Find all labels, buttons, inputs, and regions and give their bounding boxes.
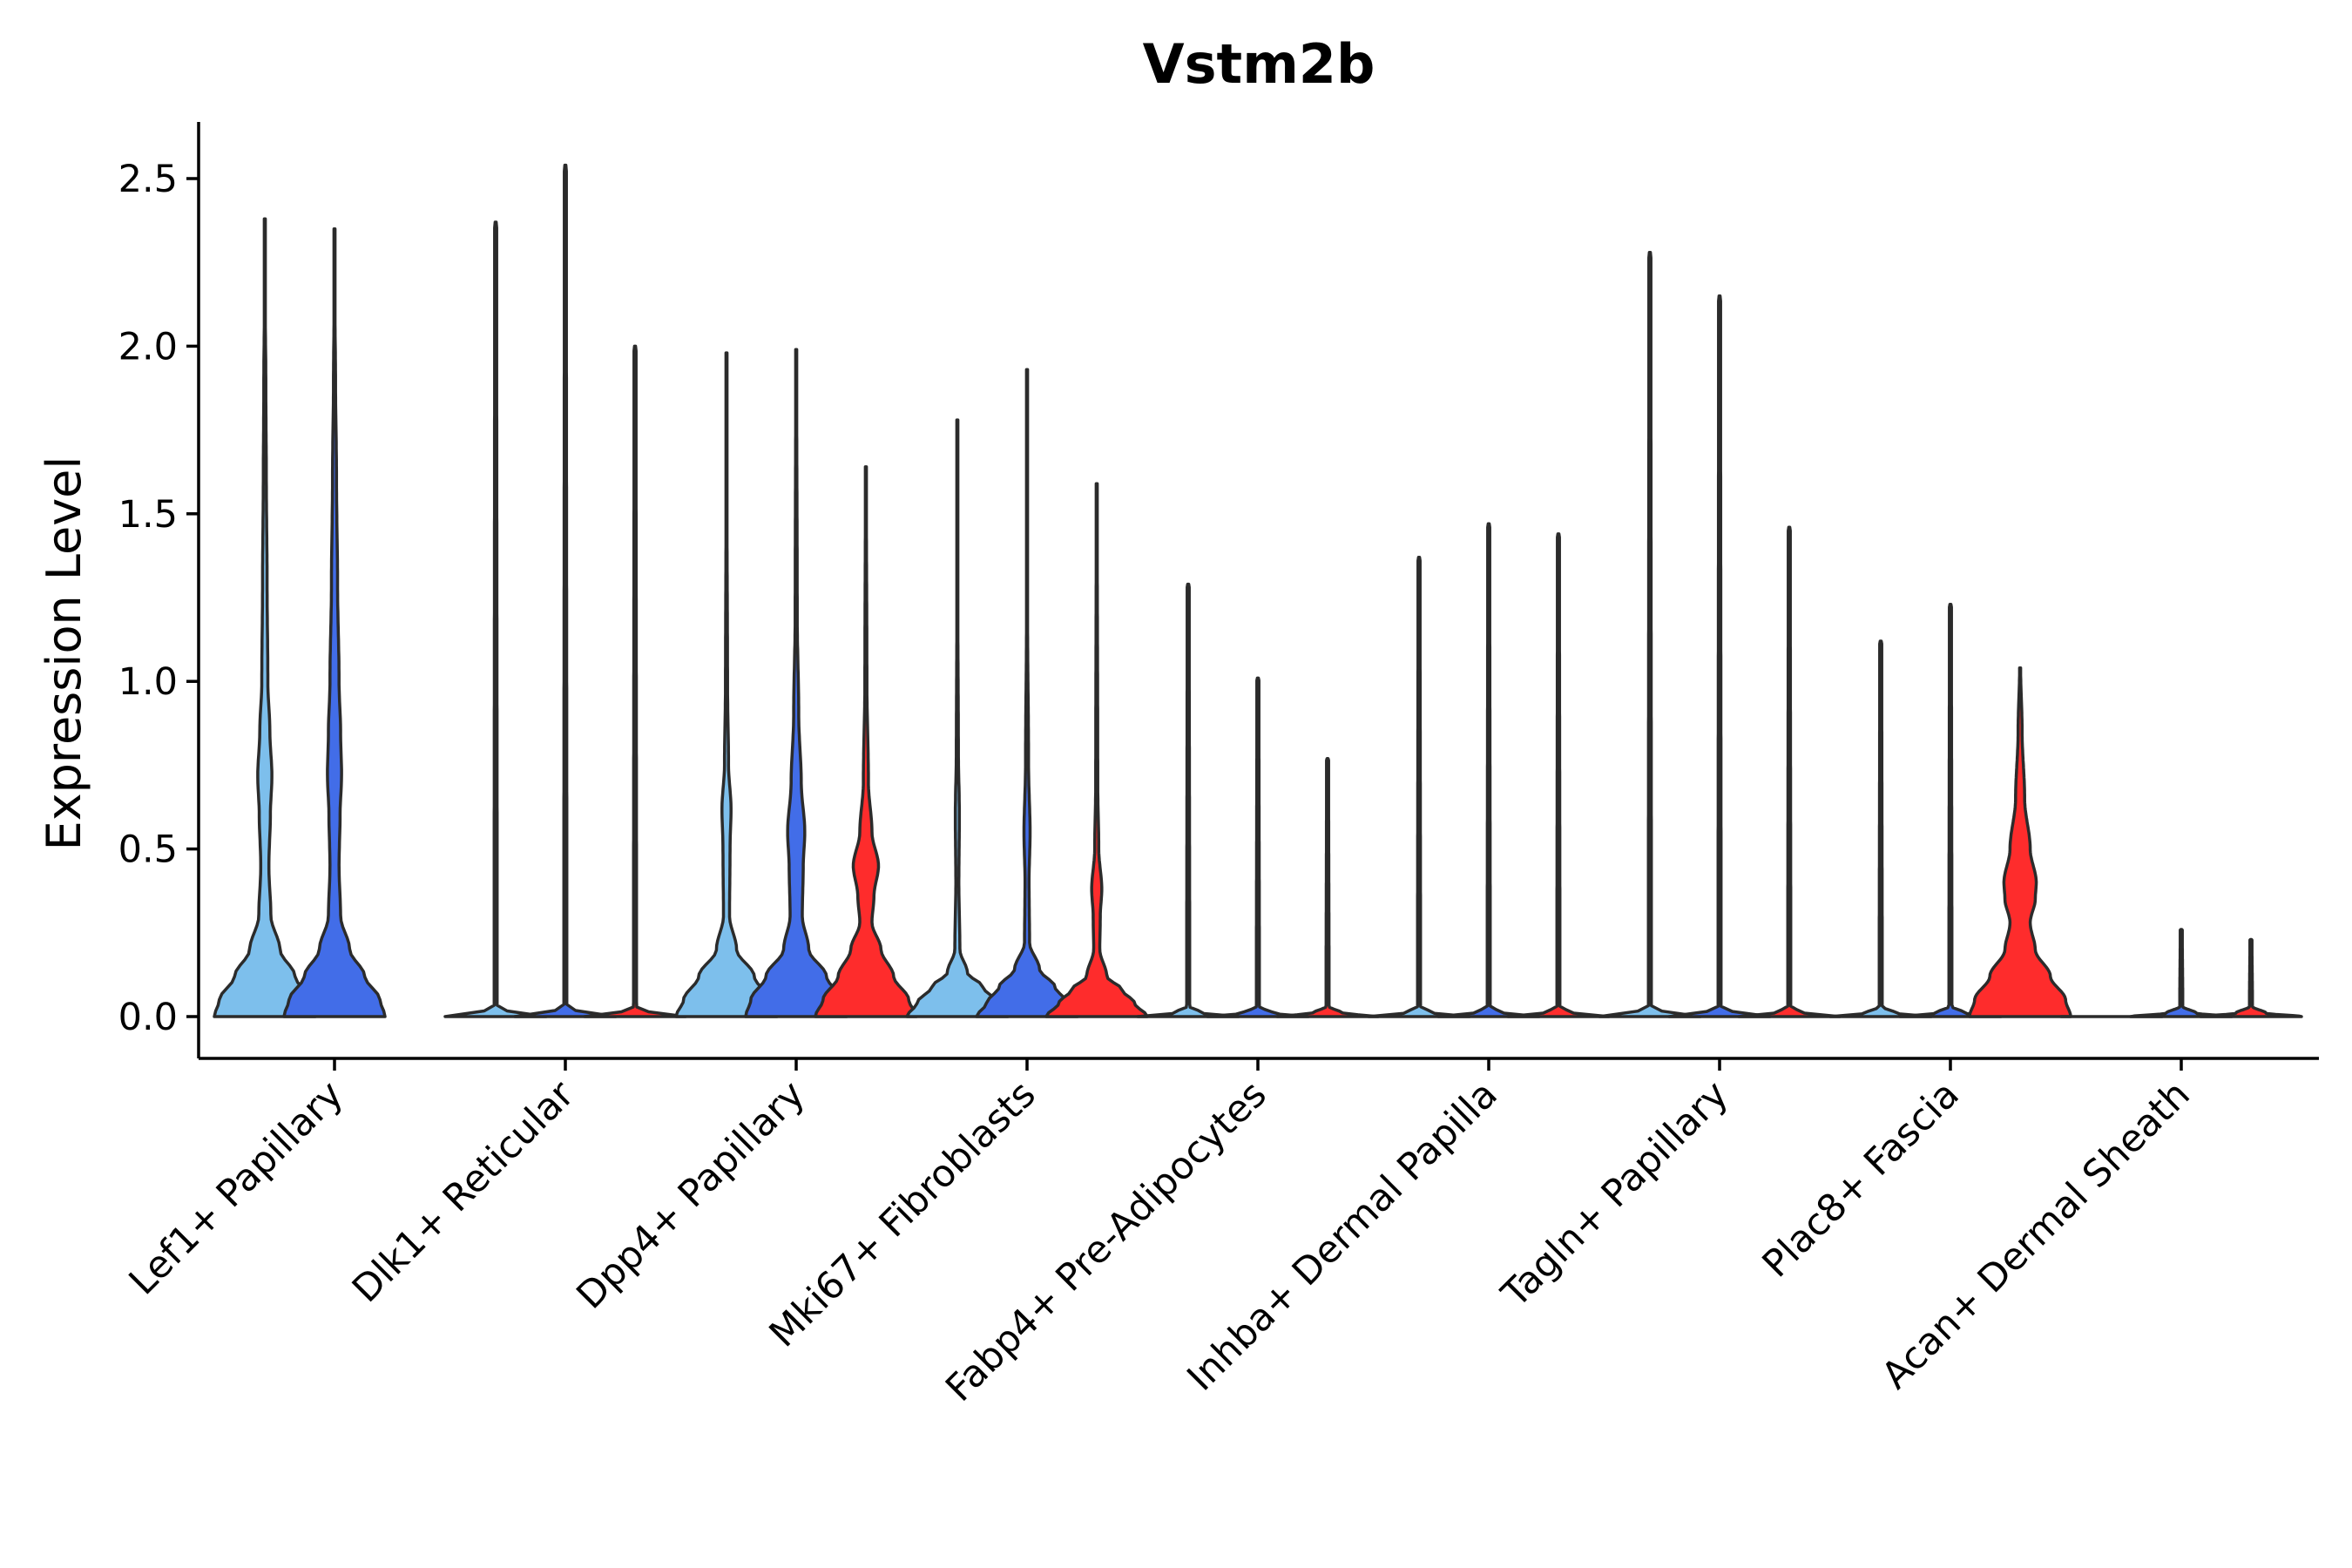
violin-acan-dermal-sheath-2 bbox=[2199, 937, 2303, 1018]
violin-mki67-fibroblasts-2 bbox=[1044, 482, 1149, 1018]
violin-plac8-fascia-0 bbox=[1828, 639, 1933, 1018]
violin-tagln-papillary-0 bbox=[1598, 250, 1702, 1018]
violin-mki67-fibroblasts-1 bbox=[975, 368, 1079, 1018]
violin-dlk1-reticular-1 bbox=[513, 163, 618, 1018]
violin-inhba-dermal-papilla-2 bbox=[1506, 532, 1611, 1018]
y-axis: 0.0 0.5 1.0 1.5 2.0 2.5 bbox=[118, 122, 200, 1058]
y-tick-label: 2.0 bbox=[118, 325, 178, 368]
y-axis-label: Expression Level bbox=[37, 456, 91, 851]
violin-lef1-papillary-1 bbox=[282, 226, 387, 1018]
violin-dlk1-reticular-2 bbox=[583, 344, 687, 1018]
violin-fabp4-pre-adipocytes-1 bbox=[1206, 676, 1310, 1018]
violin-dpp4-papillary-0 bbox=[674, 351, 779, 1018]
violin-lef1-papillary-0 bbox=[213, 217, 317, 1018]
y-tick-label: 2.5 bbox=[118, 158, 178, 201]
violin-fabp4-pre-adipocytes-2 bbox=[1275, 756, 1380, 1018]
violin-acan-dermal-sheath-1 bbox=[2129, 928, 2234, 1018]
violin-plac8-fascia-2 bbox=[1968, 666, 2072, 1018]
y-tick-label: 1.0 bbox=[118, 660, 178, 704]
violin-dpp4-papillary-1 bbox=[744, 348, 848, 1018]
violin-plac8-fascia-1 bbox=[1898, 602, 2003, 1018]
violin-dlk1-reticular-0 bbox=[443, 220, 548, 1018]
y-tick-label: 0.5 bbox=[118, 828, 178, 872]
y-tick-label: 0.0 bbox=[118, 996, 178, 1039]
violin-fabp4-pre-adipocytes-0 bbox=[1136, 582, 1240, 1018]
violin-tagln-papillary-1 bbox=[1667, 294, 1772, 1018]
violin-tagln-papillary-2 bbox=[1737, 525, 1842, 1018]
chart-title: Vstm2b bbox=[1143, 32, 1375, 96]
violin-inhba-dermal-papilla-1 bbox=[1436, 522, 1541, 1018]
y-tick-label: 1.5 bbox=[118, 493, 178, 537]
violin-group bbox=[213, 163, 2303, 1018]
violin-inhba-dermal-papilla-0 bbox=[1367, 556, 1471, 1018]
violin-mki67-fibroblasts-0 bbox=[905, 418, 1010, 1018]
violin-dpp4-papillary-2 bbox=[814, 465, 918, 1018]
